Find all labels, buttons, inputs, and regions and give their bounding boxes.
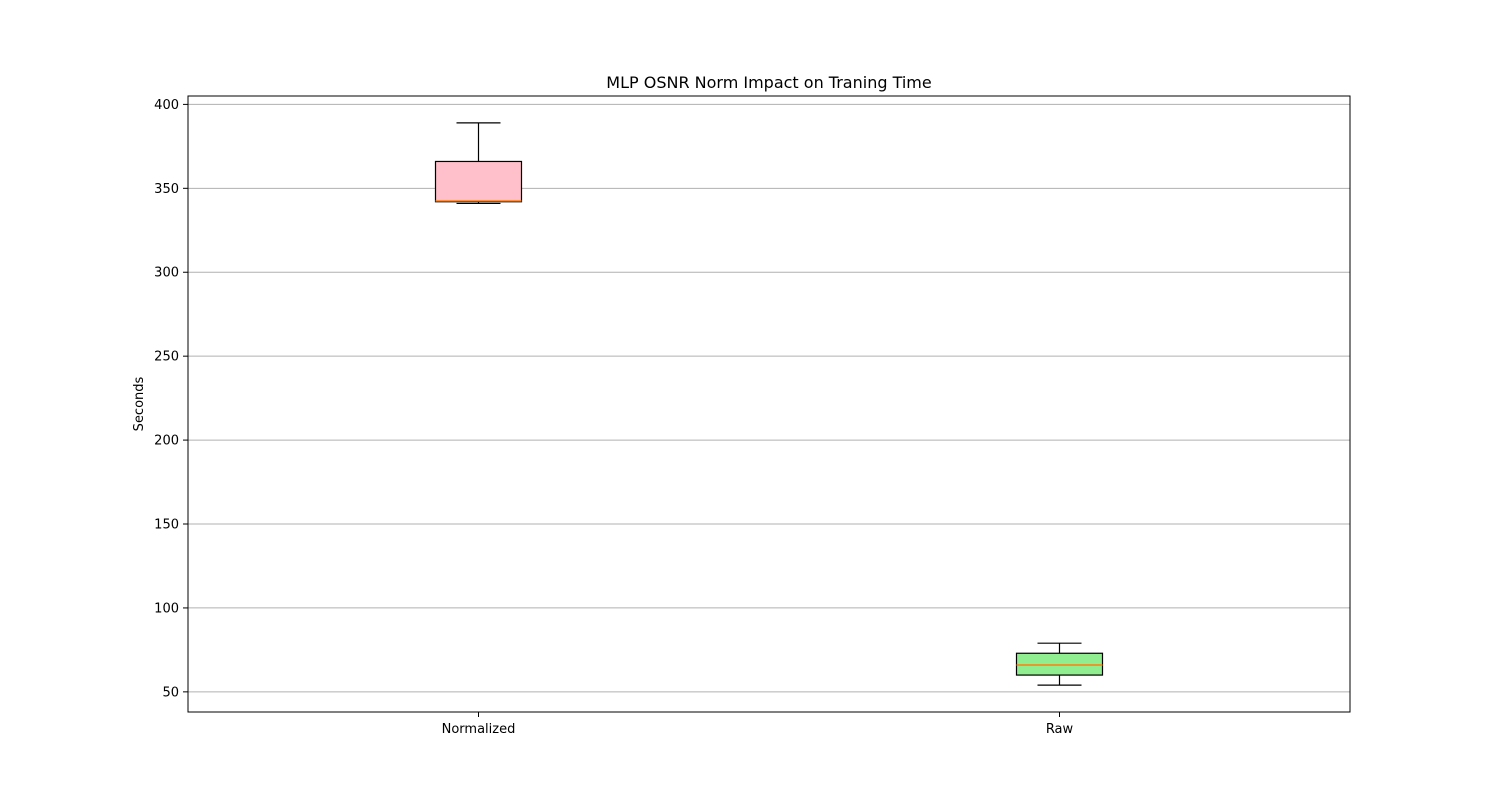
y-tick-label: 400 (154, 98, 179, 113)
y-tick-label: 250 (154, 350, 179, 365)
box-normalized (434, 122, 523, 205)
box-iqr (1015, 652, 1104, 676)
y-tick-label: 50 (162, 685, 179, 700)
chart-title: MLP OSNR Norm Impact on Traning Time (606, 73, 931, 92)
y-tick-label: 300 (154, 266, 179, 281)
y-tick-label: 200 (154, 434, 179, 449)
plot-area-frame (187, 95, 1351, 713)
y-tick-label: 150 (154, 518, 179, 533)
box-iqr (434, 160, 523, 203)
box-plots (434, 122, 1104, 686)
x-axis-ticks: Normalized Raw (442, 712, 1074, 737)
box-raw (1015, 642, 1104, 686)
grid-lines (188, 103, 1350, 693)
y-axis-ticks: 50 100 150 200 250 300 350 400 (154, 98, 188, 700)
x-tick-label-normalized: Normalized (442, 722, 516, 737)
y-axis-label: Seconds (132, 376, 147, 431)
x-tick-label-raw: Raw (1046, 722, 1074, 737)
y-tick-label: 350 (154, 182, 179, 197)
y-tick-label: 100 (154, 601, 179, 616)
